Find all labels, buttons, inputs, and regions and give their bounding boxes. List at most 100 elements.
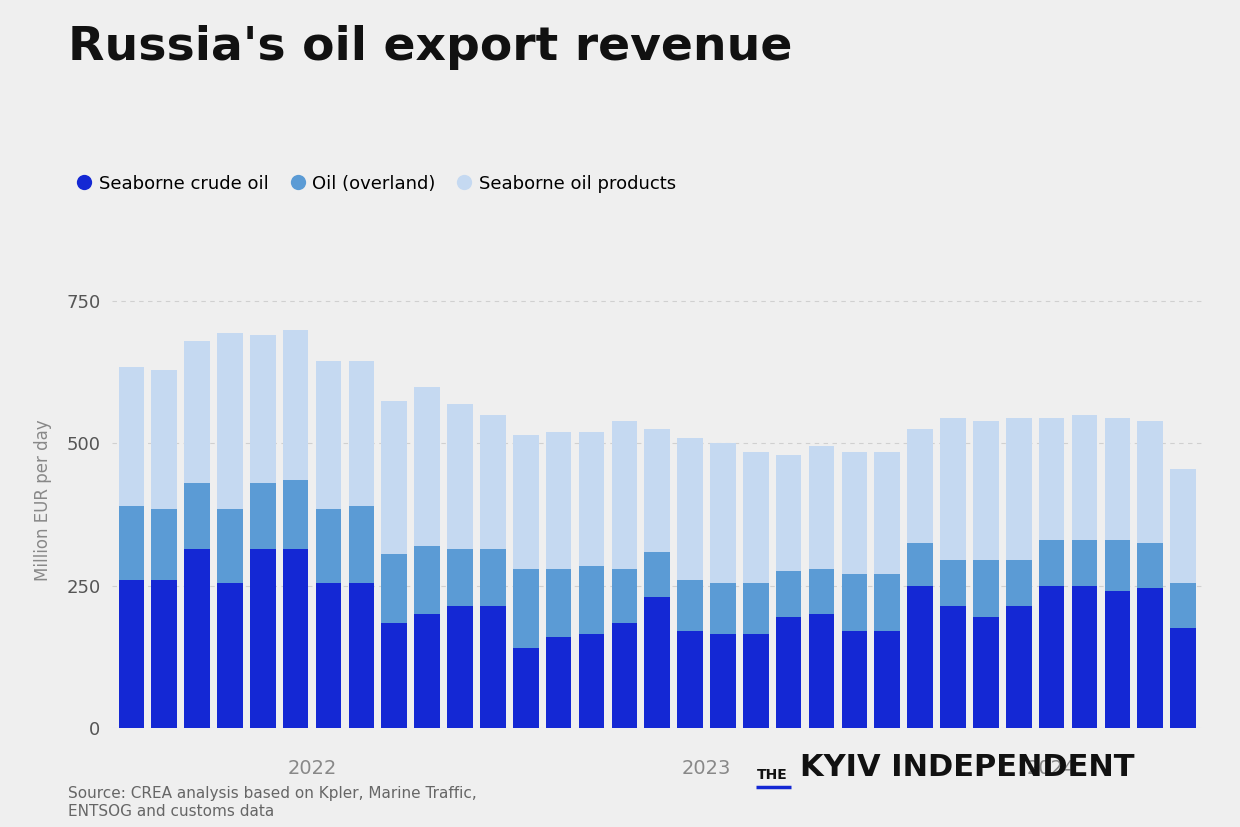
Bar [908, 543, 932, 586]
Bar [151, 509, 177, 580]
Bar [1137, 589, 1163, 728]
Bar [217, 332, 243, 509]
Bar [973, 617, 998, 728]
Bar [119, 366, 144, 506]
Bar [776, 617, 801, 728]
Legend: Seaborne crude oil, Oil (overland), Seaborne oil products: Seaborne crude oil, Oil (overland), Seab… [77, 174, 676, 193]
Bar [348, 361, 374, 506]
Bar [316, 583, 341, 728]
Bar [316, 509, 341, 583]
Bar [480, 415, 506, 548]
Text: KYIV INDEPENDENT: KYIV INDEPENDENT [800, 753, 1135, 782]
Bar [874, 452, 900, 574]
Bar [448, 605, 472, 728]
Bar [842, 452, 867, 574]
Bar [645, 597, 670, 728]
Bar [546, 637, 572, 728]
Bar [1071, 586, 1097, 728]
Bar [940, 418, 966, 560]
Bar [1006, 560, 1032, 605]
Bar [874, 631, 900, 728]
Bar [743, 583, 769, 634]
Bar [480, 548, 506, 605]
Bar [382, 623, 407, 728]
Bar [611, 569, 637, 623]
Bar [940, 605, 966, 728]
Bar [1105, 418, 1130, 540]
Bar [250, 483, 275, 548]
Bar [151, 580, 177, 728]
Bar [711, 583, 735, 634]
Text: 2022: 2022 [288, 759, 337, 778]
Text: THE: THE [756, 767, 787, 782]
Bar [1171, 583, 1195, 629]
Text: 2023: 2023 [682, 759, 732, 778]
Bar [1006, 605, 1032, 728]
Bar [776, 455, 801, 571]
Bar [185, 341, 210, 483]
Bar [348, 583, 374, 728]
Bar [480, 605, 506, 728]
Bar [448, 404, 472, 548]
Bar [217, 509, 243, 583]
Bar [611, 421, 637, 569]
Bar [185, 483, 210, 548]
Bar [382, 554, 407, 623]
Bar [842, 574, 867, 631]
Bar [382, 401, 407, 554]
Bar [579, 432, 604, 566]
Bar [119, 506, 144, 580]
Bar [579, 566, 604, 634]
Bar [513, 569, 538, 648]
Bar [940, 560, 966, 605]
Bar [250, 548, 275, 728]
Bar [414, 386, 440, 546]
Bar [1171, 469, 1195, 583]
Bar [743, 452, 769, 583]
Bar [743, 634, 769, 728]
Bar [414, 614, 440, 728]
Bar [711, 443, 735, 583]
Text: Russia's oil export revenue: Russia's oil export revenue [68, 25, 792, 69]
Bar [908, 586, 932, 728]
Text: 2024: 2024 [1027, 759, 1076, 778]
Bar [217, 583, 243, 728]
Bar [579, 634, 604, 728]
Bar [776, 571, 801, 617]
Bar [283, 330, 309, 480]
Bar [874, 574, 900, 631]
Bar [677, 580, 703, 631]
Bar [973, 421, 998, 560]
Bar [1006, 418, 1032, 560]
Bar [677, 631, 703, 728]
Text: Source: CREA analysis based on Kpler, Marine Traffic,
ENTSOG and customs data: Source: CREA analysis based on Kpler, Ma… [68, 786, 477, 819]
Bar [808, 569, 835, 614]
Bar [645, 552, 670, 597]
Bar [283, 548, 309, 728]
Bar [645, 429, 670, 552]
Bar [414, 546, 440, 614]
Bar [1071, 540, 1097, 586]
Bar [1105, 591, 1130, 728]
Bar [1171, 629, 1195, 728]
Bar [1039, 586, 1064, 728]
Bar [513, 648, 538, 728]
Bar [119, 580, 144, 728]
Bar [973, 560, 998, 617]
Bar [1039, 540, 1064, 586]
Bar [513, 435, 538, 569]
Bar [250, 336, 275, 483]
Bar [1071, 415, 1097, 540]
Bar [348, 506, 374, 583]
Bar [151, 370, 177, 509]
Bar [283, 480, 309, 548]
Bar [1105, 540, 1130, 591]
Bar [546, 432, 572, 569]
Bar [1137, 421, 1163, 543]
Bar [908, 429, 932, 543]
Bar [185, 548, 210, 728]
Bar [611, 623, 637, 728]
Bar [546, 569, 572, 637]
Bar [316, 361, 341, 509]
Y-axis label: Million EUR per day: Million EUR per day [35, 419, 52, 581]
